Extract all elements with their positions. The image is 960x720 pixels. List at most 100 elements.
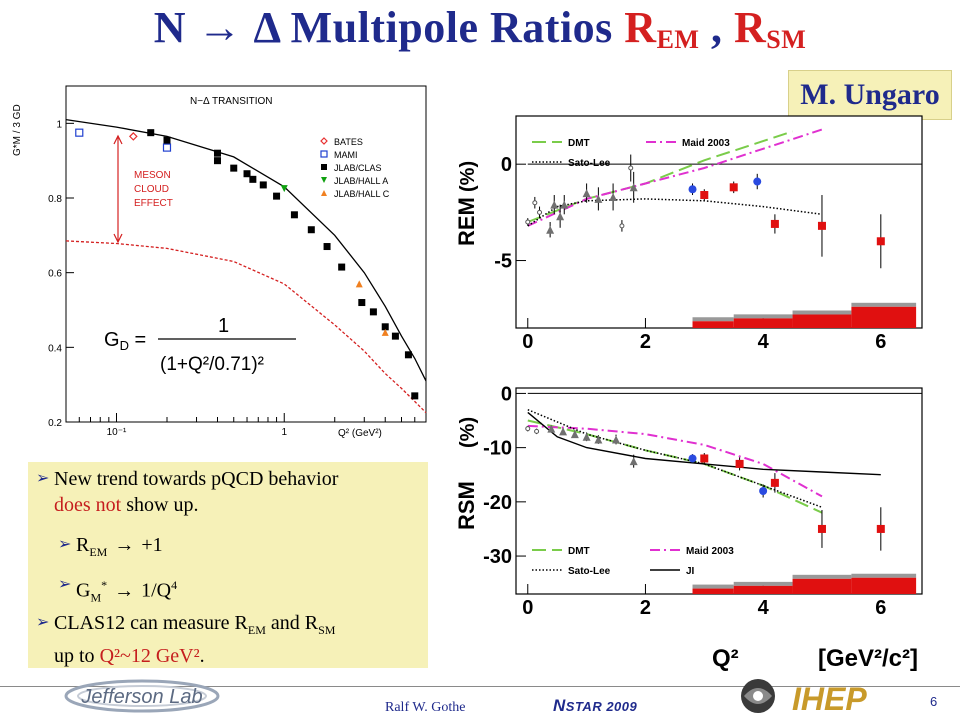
- rem-data-point: [753, 177, 762, 186]
- gm-legend-entry: JLAB/CLAS: [334, 163, 382, 173]
- rsm-legend-entry: Sato-Lee: [568, 566, 611, 577]
- gm-point-jlab-clas: [323, 243, 331, 251]
- gm-point-jlab-clas: [213, 157, 221, 165]
- gm-y-tick-label: 0.2: [48, 418, 62, 429]
- rsm-data-point: [525, 426, 531, 432]
- conference-name: NSTAR 2009: [553, 696, 638, 715]
- legend-marker: [321, 177, 327, 183]
- rem-systematic-gray: [692, 317, 734, 322]
- rem-systematic-band: [692, 321, 734, 328]
- page-number: 6: [930, 694, 938, 709]
- annot-line-2: CLOUD: [134, 184, 169, 195]
- rem-data-point: [876, 237, 885, 246]
- rem-data-point: [817, 221, 826, 230]
- rsm-systematic-band: [792, 578, 852, 594]
- rem-data-point: [628, 165, 634, 171]
- legend-marker: [321, 190, 327, 196]
- gm-point-jlab-clas: [249, 175, 257, 183]
- rsm-x-tick-label: 2: [640, 597, 651, 619]
- gm-point-mami: [162, 143, 172, 152]
- jefferson-lab-logo: Jefferson Lab: [64, 679, 220, 713]
- rem-data-point: [619, 223, 625, 229]
- gm-point-jlab-clas: [243, 170, 251, 178]
- rem-data-point: [525, 219, 531, 225]
- rsm-chart: 0 2 4 6 0 -10 -20 -30 DMT Maid 2003 Sato-Lee JI RSM (…: [454, 383, 923, 672]
- rsm-systematic-band: [851, 577, 917, 594]
- gm-point-jlab-clas: [163, 136, 171, 144]
- rem-y-axis-label: REM: [454, 197, 479, 246]
- rsm-data-point: [594, 435, 603, 444]
- rsm-data-point: [735, 459, 744, 468]
- rsm-systematic-gray: [792, 574, 852, 579]
- rsm-y-axis-label: RSM: [454, 481, 479, 530]
- rem-systematic-gray: [792, 310, 852, 315]
- gm-point-jlab-clas: [213, 149, 221, 157]
- rsm-systematic-band: [692, 588, 734, 594]
- rem-x-tick-label: 6: [875, 331, 886, 353]
- rem-y-tick-label: 0: [501, 154, 512, 176]
- ihep-logo: IHEP: [741, 679, 867, 717]
- rsm-data-point: [547, 424, 556, 433]
- rsm-x-axis-label: Q²: [712, 645, 739, 672]
- rsm-legend-entry: JI: [686, 566, 695, 577]
- gm-point-jlab-clas: [273, 192, 281, 200]
- rsm-y-tick-label: -20: [483, 492, 512, 514]
- rem-data-point: [537, 209, 543, 215]
- gm-legend-entry: JLAB/HALL C: [334, 189, 390, 199]
- gm-point-jlab-clas: [307, 226, 315, 234]
- author-box: M. Ungaro: [788, 70, 952, 120]
- gm-point-jlab-hall-a: [280, 185, 288, 193]
- rem-curve-maid-2003: [527, 128, 823, 227]
- gm-point-jlab-clas: [290, 211, 298, 219]
- rem-data-point: [729, 183, 738, 192]
- rem-data-point: [770, 219, 779, 228]
- rsm-systematic-gray: [733, 581, 793, 586]
- rsm-curve-sato-lee: [527, 409, 823, 509]
- rsm-data-point: [582, 432, 591, 441]
- formula-lhs: GD =: [104, 329, 146, 353]
- bullet-arrow-icon: ➢: [58, 536, 72, 553]
- formula-numerator: 1: [218, 315, 229, 337]
- rem-systematic-band: [851, 306, 917, 328]
- rsm-curve-maid-2003: [527, 424, 823, 498]
- annot-line-3: EFFECT: [134, 198, 173, 209]
- rem-data-point: [556, 212, 565, 221]
- legend-marker: [320, 137, 328, 145]
- rsm-y-tick-label: 0: [501, 383, 512, 405]
- gm-point-jlab-clas: [259, 181, 267, 189]
- rem-systematic-gray: [851, 302, 917, 307]
- gm-x-tick-label: 1: [281, 427, 287, 438]
- gm-y-tick-label: 0.6: [48, 269, 62, 280]
- bullet-arrow-icon: ➢: [58, 576, 72, 593]
- gm-point-jlab-clas: [404, 351, 412, 359]
- svg-text:IHEP: IHEP: [792, 681, 867, 717]
- rsm-data-point: [629, 457, 638, 466]
- gm-point-jlab-clas: [381, 323, 389, 331]
- gm-plot-frame: [65, 85, 427, 423]
- slide-title: N → Δ Multipole Ratios REM , RSM: [0, 2, 960, 55]
- rem-data-point: [629, 183, 638, 192]
- bullet-clas12: ➢ CLAS12 can measure REM and RSM up to Q…: [36, 612, 336, 667]
- rem-x-tick-label: 2: [640, 331, 651, 353]
- legend-marker: [321, 164, 327, 170]
- gm-point-bates: [128, 132, 138, 141]
- gm-y-tick-label: 1: [56, 119, 62, 130]
- rem-data-point: [532, 200, 538, 206]
- bullet-pqcd: ➢ New trend towards pQCD behavior does n…: [36, 468, 339, 516]
- rsm-data-point: [688, 454, 697, 463]
- meson-cloud-annotation: MESON CLOUD EFFECT: [113, 134, 173, 244]
- title-rsm: RSM: [733, 3, 807, 54]
- rsm-plot-frame: [515, 387, 923, 595]
- bullet-arrow-icon: ➢: [36, 614, 50, 631]
- rsm-data-point: [770, 478, 779, 487]
- rsm-data-point: [612, 435, 621, 444]
- rem-y-axis-unit: (%): [457, 161, 479, 192]
- rsm-curve-ji: [527, 411, 881, 476]
- rsm-systematic-gray: [692, 584, 734, 589]
- gm-point-jlab-clas: [369, 308, 377, 316]
- rem-data-point: [700, 191, 709, 200]
- rem-plot-frame: [515, 115, 923, 329]
- rem-legend-entry: DMT: [568, 138, 590, 149]
- rsm-y-axis-unit: (%): [457, 417, 479, 448]
- gm-x-axis-label: Q² (GeV²): [338, 428, 382, 438]
